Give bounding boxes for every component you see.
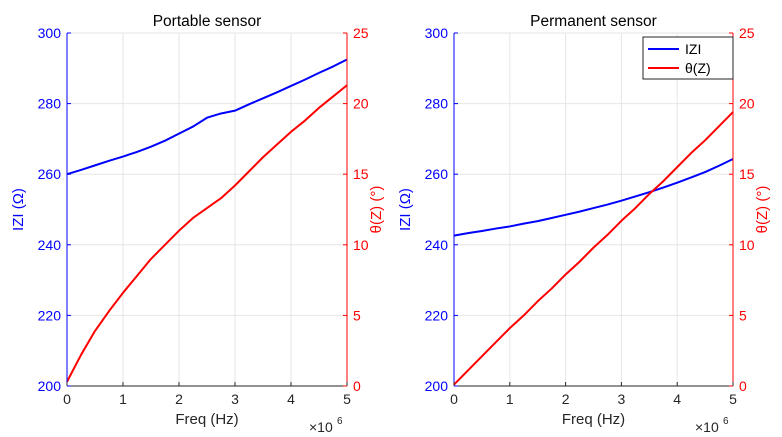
- chart-2-x-tick-label-4: 4: [673, 391, 681, 407]
- chart-1-y-right-tick-label-5: 25: [353, 25, 369, 41]
- chart-1-y-left-tick-label-1: 220: [38, 307, 62, 323]
- chart-2-x-exponent-label: ×10: [695, 419, 719, 435]
- chart-2-y-left-tick-label-0: 200: [425, 378, 449, 394]
- chart-1-x-tick-label-5: 5: [343, 391, 351, 407]
- chart-2-y-right-tick-label-3: 15: [739, 166, 755, 182]
- chart-1-y-left-tick-label-3: 260: [38, 166, 62, 182]
- chart-2-x-axis-label: Freq (Hz): [562, 411, 625, 428]
- chart-2-y-right-tick-label-2: 10: [739, 237, 755, 253]
- chart-1-series-phase-line: [66, 84, 348, 383]
- chart-1-series-impedance-magnitude-line: [66, 58, 348, 176]
- chart-2-title: Permanent sensor: [530, 13, 657, 30]
- chart-1-title: Portable sensor: [153, 13, 262, 30]
- chart-2-y-right-tick-label-5: 25: [739, 25, 755, 41]
- chart-2-x-tick-label-2: 2: [562, 391, 570, 407]
- chart-2-x-tick-label-5: 5: [729, 391, 737, 407]
- chart-1-y-right-tick-label-4: 20: [353, 96, 369, 112]
- chart-2-series-impedance-magnitude-line: [453, 158, 734, 237]
- chart-2-y-right-tick-label-1: 5: [739, 307, 747, 323]
- chart-1-x-axis-label: Freq (Hz): [175, 411, 238, 428]
- chart-2-y-right-tick-label-0: 0: [739, 378, 747, 394]
- chart-2-x-tick-label-0: 0: [450, 391, 458, 407]
- chart-2-series-phase-line: [453, 111, 734, 386]
- chart-1-y-right-tick-label-1: 5: [353, 307, 361, 323]
- chart-1-x-tick-label-1: 1: [119, 391, 127, 407]
- chart-1-y-right-tick-label-2: 10: [353, 237, 369, 253]
- chart-1-x-tick-label-0: 0: [63, 391, 71, 407]
- chart-1-y-right-tick-label-0: 0: [353, 378, 361, 394]
- chart-2-y-axis-label-right: θ(Z) (°): [754, 186, 771, 234]
- chart-1-x-exponent-label: ×10: [309, 419, 333, 435]
- chart-2-x-exponent-power: 6: [723, 416, 729, 427]
- chart-1-y-left-tick-label-0: 200: [38, 378, 62, 394]
- chart-2-legend-label-1: IZI: [685, 41, 701, 57]
- chart-1-y-axis-label-right: θ(Z) (°): [368, 186, 385, 234]
- chart-1-y-right-tick-label-3: 15: [353, 166, 369, 182]
- chart-2-y-right-tick-label-4: 20: [739, 96, 755, 112]
- chart-2-y-left-tick-label-4: 280: [425, 96, 449, 112]
- chart-1-y-left-tick-label-2: 240: [38, 237, 62, 253]
- chart-1-x-tick-label-3: 3: [231, 391, 239, 407]
- chart-2-x-tick-label-1: 1: [506, 391, 514, 407]
- chart-1-y-left-tick-label-4: 280: [38, 96, 62, 112]
- chart-2-y-axis-label-left: IZI (Ω): [397, 188, 414, 231]
- chart-1-y-axis-label-left: IZI (Ω): [10, 188, 27, 231]
- chart-1-x-tick-label-2: 2: [175, 391, 183, 407]
- chart-1-x-tick-label-4: 4: [287, 391, 295, 407]
- chart-2-y-left-tick-label-3: 260: [425, 166, 449, 182]
- chart-2-y-left-tick-label-5: 300: [425, 25, 449, 41]
- chart-2-y-left-tick-label-1: 220: [425, 307, 449, 323]
- chart-1-y-left-tick-label-5: 300: [38, 25, 62, 41]
- chart-2-x-tick-label-3: 3: [618, 391, 626, 407]
- chart-2-legend-label-2: θ(Z): [685, 60, 711, 76]
- chart-2-legend-box: [642, 36, 734, 80]
- chart-1-x-exponent-power: 6: [337, 416, 343, 427]
- chart-2-y-left-tick-label-2: 240: [425, 237, 449, 253]
